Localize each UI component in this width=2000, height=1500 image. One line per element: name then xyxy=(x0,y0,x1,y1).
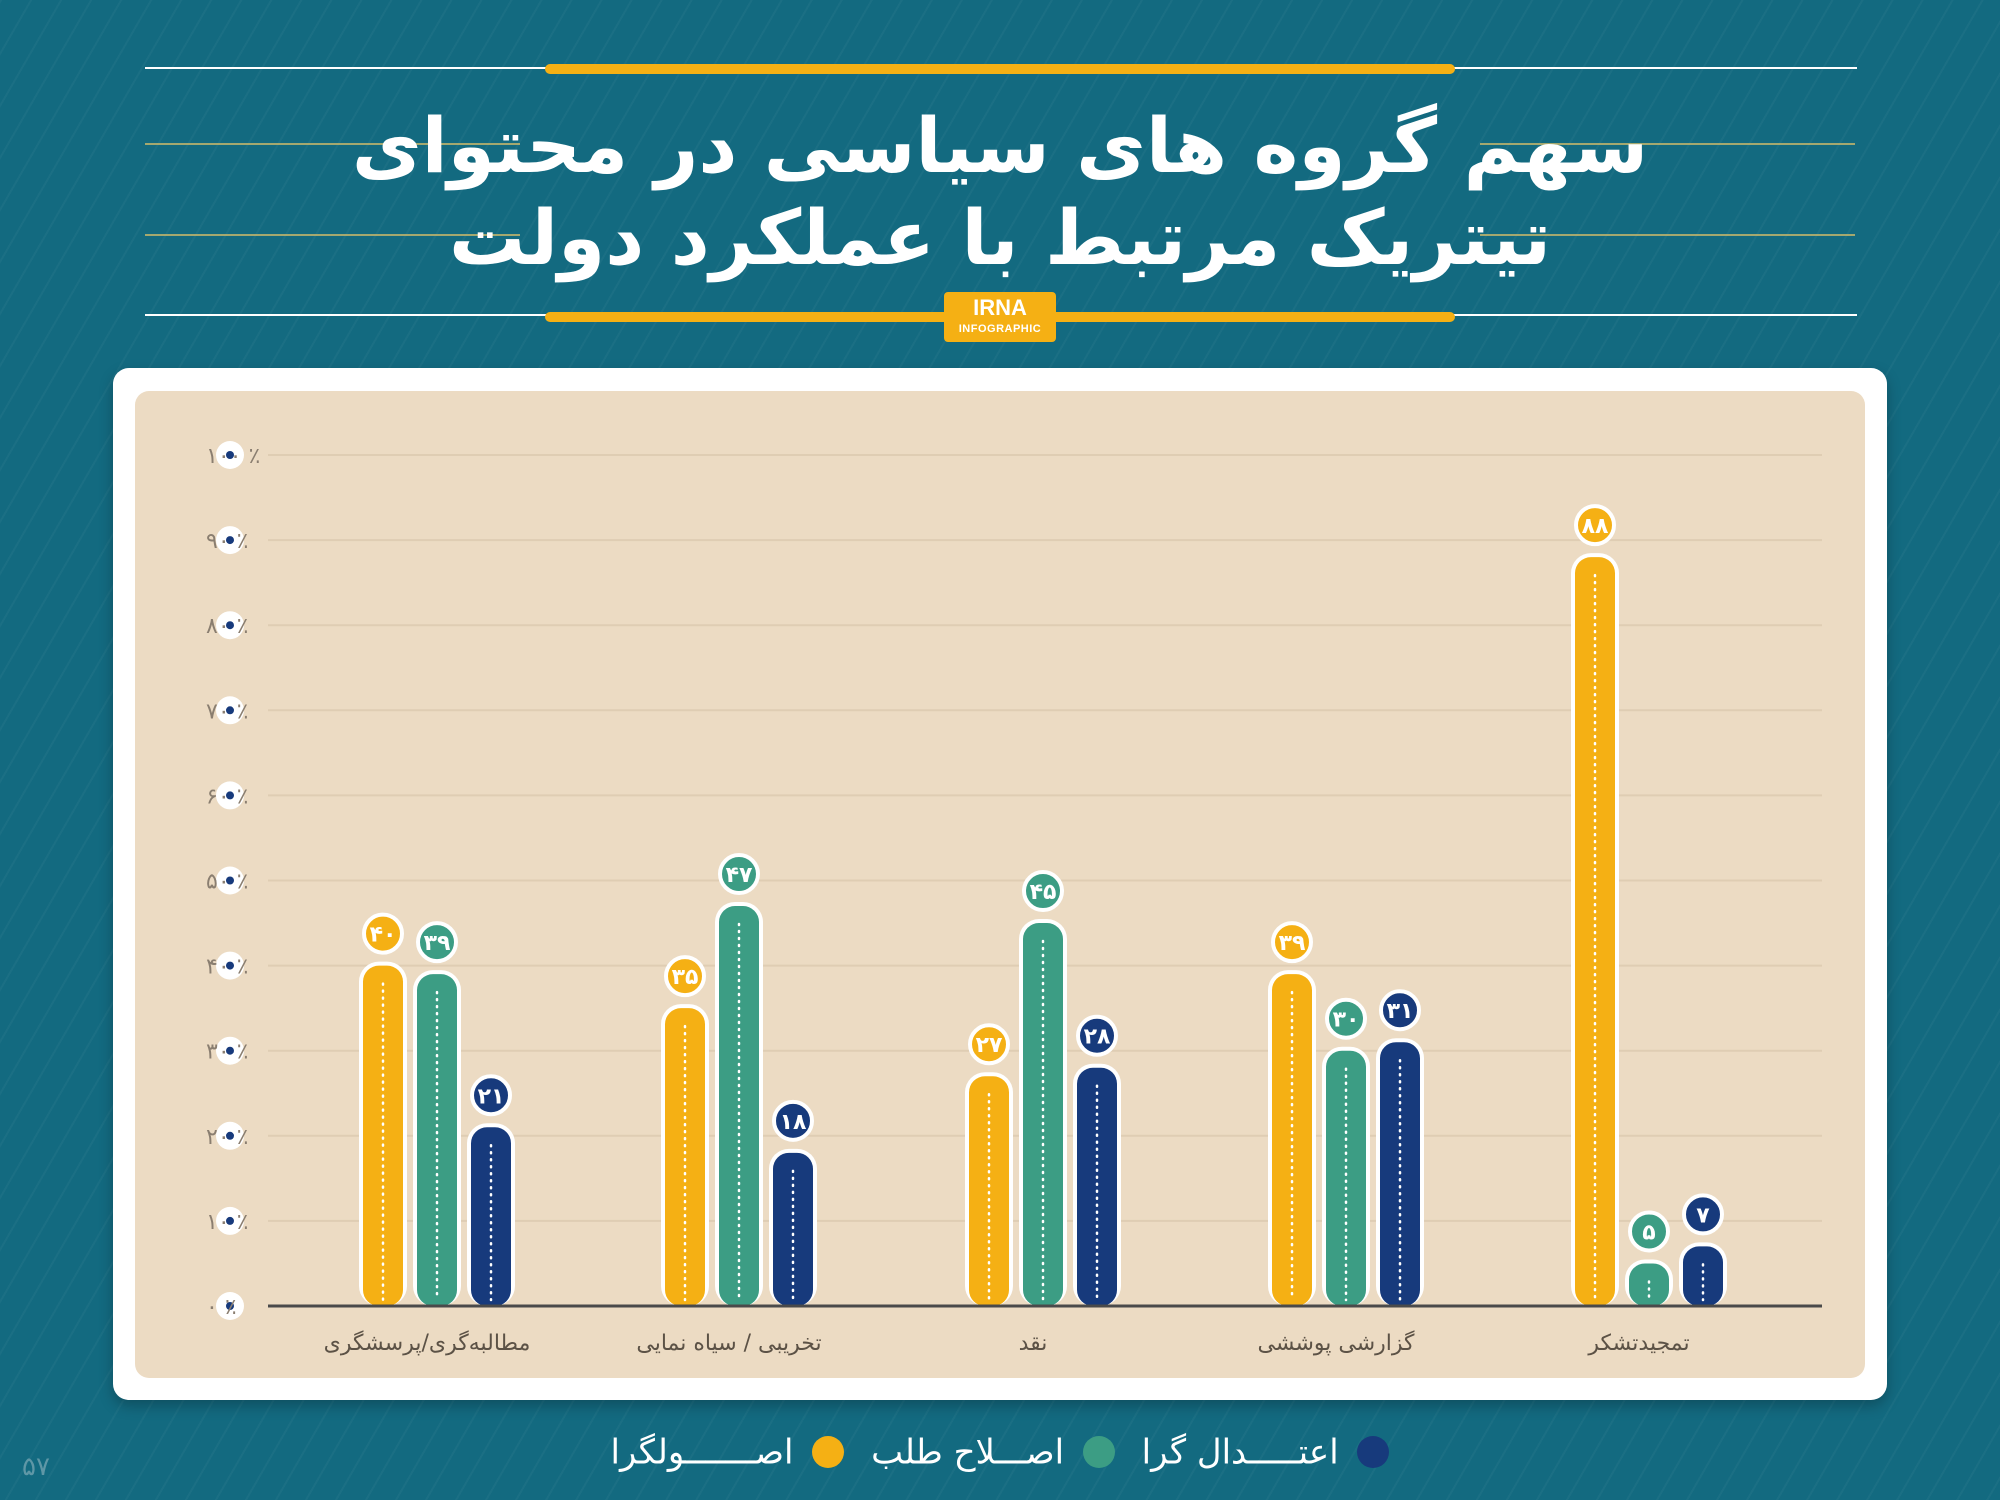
y-tick-label-70: ٪ ۷۰ xyxy=(206,699,248,724)
bar-2-1 xyxy=(1023,923,1063,1306)
value-badge-0-1 xyxy=(416,921,458,964)
bar-1-0 xyxy=(665,1008,705,1306)
value-label-1-0: ۳۵ xyxy=(672,965,699,990)
y-tick-dot-center-40 xyxy=(226,961,234,970)
legend-label-etedalgara: اعتـــــدال گرا xyxy=(1141,1432,1339,1473)
y-tick-dot-center-20 xyxy=(226,1131,234,1140)
logo-text-bottom: INFOGRAPHIC xyxy=(958,323,1042,335)
bar-0-0 xyxy=(363,965,403,1306)
value-label-0-2: ۲۱ xyxy=(478,1084,505,1109)
y-tick-dot-center-10 xyxy=(226,1216,234,1225)
y-tick-label-50: ٪ ۵۰ xyxy=(206,870,248,895)
value-label-2-1: ۴۵ xyxy=(1030,880,1057,905)
value-badge-1-2 xyxy=(772,1099,814,1142)
page-title-line-2: تیتریک مرتبط با عملکرد دولت xyxy=(449,193,1551,282)
y-tick-label-40: ٪ ۴۰ xyxy=(206,955,248,980)
value-badge-2-0 xyxy=(968,1023,1010,1066)
bar-3-1 xyxy=(1326,1050,1366,1306)
value-badge-1-0 xyxy=(664,955,706,998)
legend-item-eslahtalab: اصـــلاح طلب xyxy=(871,1431,1115,1473)
value-label-1-1: ۴۷ xyxy=(726,863,753,888)
value-label-0-0: ۴۰ xyxy=(370,923,397,948)
y-tick-dot-center-80 xyxy=(226,621,234,630)
value-badge-1-1 xyxy=(718,853,760,896)
y-tick-dot-center-90 xyxy=(226,536,234,545)
category-label-3: گزارشی پوششی xyxy=(1258,1330,1416,1356)
y-tick-dot-center-50 xyxy=(226,876,234,885)
mid-rule-2 xyxy=(1480,143,1855,145)
y-tick-label-30: ٪ ۳۰ xyxy=(206,1040,248,1065)
value-badge-2-1 xyxy=(1022,870,1064,913)
value-badge-4-2 xyxy=(1682,1193,1724,1236)
page-title-line-1: سهم گروه های سیاسی در محتوای xyxy=(351,101,1649,190)
legend-label-osulgara: اصـــــــولگرا xyxy=(610,1432,794,1473)
bar-2-2 xyxy=(1077,1067,1117,1306)
legend-dot-osulgara xyxy=(812,1436,845,1469)
y-tick-label-20: ٪ ۲۰ xyxy=(206,1125,248,1150)
value-label-1-2: ۱۸ xyxy=(780,1110,807,1135)
value-label-4-2: ۷ xyxy=(1696,1203,1710,1228)
y-tick-label-0: ٪ ۰ xyxy=(206,1295,237,1320)
bar-4-2 xyxy=(1683,1246,1723,1306)
value-label-0-1: ۳۹ xyxy=(424,931,451,956)
value-label-2-0: ۲۷ xyxy=(976,1033,1003,1058)
legend-dot-etedalgara xyxy=(1357,1436,1390,1469)
value-badge-2-2 xyxy=(1076,1014,1118,1057)
category-label-1: تخریبی / سیاه نمایی xyxy=(636,1331,821,1356)
value-badge-0-2 xyxy=(470,1074,512,1117)
mid-rule-4 xyxy=(1480,234,1855,236)
legend-item-etedalgara: اعتـــــدال گرا xyxy=(1141,1431,1390,1473)
y-tick-dot-center-100 xyxy=(226,451,234,459)
value-label-2-2: ۲۸ xyxy=(1084,1025,1111,1050)
value-label-3-1: ۳۰ xyxy=(1333,1008,1360,1033)
y-tick-label-80: ٪ ۸۰ xyxy=(206,614,248,639)
y-tick-label-10: ٪ ۱۰ xyxy=(206,1210,248,1235)
legend-dot-eslahtalab xyxy=(1082,1436,1115,1469)
value-label-3-0: ۳۹ xyxy=(1279,931,1306,956)
value-label-4-1: ۵ xyxy=(1642,1220,1655,1245)
y-tick-label-100: ٪ ۱۰۰ xyxy=(206,444,260,469)
mid-rule-3 xyxy=(145,234,520,236)
value-badge-3-2 xyxy=(1379,989,1421,1032)
value-badge-4-1 xyxy=(1628,1210,1670,1253)
legend: اعتـــــدال گرا اصـــلاح طلب اصـــــــول… xyxy=(600,1430,1400,1480)
header: سهم گروه های سیاسی در محتوای تیتریک مرتب… xyxy=(0,0,2000,360)
mid-rule-1 xyxy=(145,143,520,145)
y-tick-label-90: ٪ ۹۰ xyxy=(206,529,248,554)
value-label-3-2: ۳۱ xyxy=(1387,999,1414,1024)
top-gold-bar xyxy=(545,64,1455,74)
y-tick-label-60: ٪ ۶۰ xyxy=(206,784,248,809)
bar-1-2 xyxy=(773,1152,813,1306)
y-tick-dot-center-30 xyxy=(226,1046,234,1055)
y-tick-dot-center-0 xyxy=(226,1302,234,1310)
value-badge-0-0 xyxy=(362,912,404,955)
logo-text-top: IRNA xyxy=(973,295,1027,320)
irna-logo: IRNA INFOGRAPHIC xyxy=(944,292,1056,342)
category-label-0: مطالبه‌گری/پرسشگری xyxy=(324,1330,531,1356)
legend-item-osulgara: اصـــــــولگرا xyxy=(610,1431,845,1473)
category-label-2: نقد xyxy=(1019,1331,1048,1356)
y-tick-dot-center-70 xyxy=(226,706,234,715)
legend-label-eslahtalab: اصـــلاح طلب xyxy=(871,1432,1065,1473)
y-tick-dot-center-60 xyxy=(226,791,234,800)
value-label-4-0: ۸۸ xyxy=(1582,514,1609,539)
category-label-4: تمجیدتشکر xyxy=(1587,1331,1689,1356)
page-number: ۵۷ xyxy=(22,1452,50,1482)
bar-4-1 xyxy=(1629,1263,1669,1306)
value-badge-4-0 xyxy=(1574,504,1616,547)
value-badge-3-1 xyxy=(1325,997,1367,1040)
value-badge-3-0 xyxy=(1271,921,1313,964)
